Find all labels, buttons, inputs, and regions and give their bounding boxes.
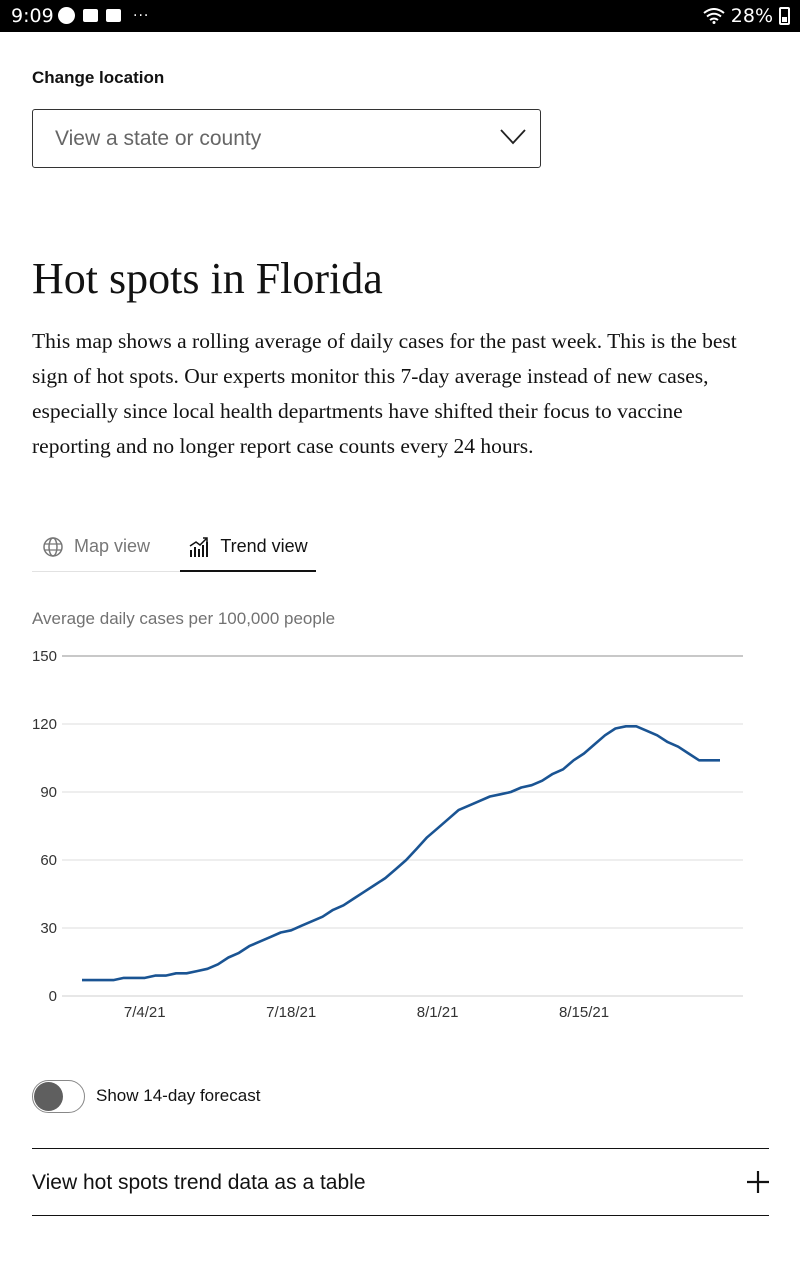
status-right: 28% (703, 5, 790, 27)
tab-trend-view-label: Trend view (220, 536, 308, 556)
tab-map-view-label: Map view (74, 536, 151, 556)
tab-trend-view[interactable]: Trend view (180, 522, 316, 571)
change-location-label: Change location (32, 68, 165, 87)
active-tab-indicator (180, 570, 316, 572)
globe-icon (43, 536, 63, 557)
forecast-toggle-knob (34, 1082, 63, 1111)
location-select-placeholder: View a state or county (55, 127, 262, 150)
intro-paragraph: This map shows a rolling average of dail… (32, 329, 737, 458)
battery-percentage: 28% (730, 5, 773, 27)
tabs-divider (32, 571, 182, 572)
tab-map-view[interactable]: Map view (42, 522, 150, 571)
status-bar: 9:09 ··· 28% (0, 0, 800, 32)
forecast-toggle-label: Show 14-day forecast (96, 1086, 261, 1105)
x-tick-label: 7/18/21 (266, 1004, 316, 1021)
x-tick-label: 7/4/21 (124, 1004, 166, 1021)
trend-chart: 0 30 60 90 120 150 7/4/21 7/18/21 8/1/21 8/15/21 (32, 648, 743, 1021)
y-tick-label: 30 (40, 920, 57, 937)
forecast-toggle[interactable] (32, 1080, 85, 1113)
notification-icons: ··· (58, 7, 149, 24)
x-tick-label: 8/1/21 (417, 1004, 459, 1021)
x-tick-label: 8/15/21 (559, 1004, 609, 1021)
y-tick-label: 60 (40, 852, 57, 869)
y-tick-label: 120 (32, 716, 57, 733)
book-notification-icon (83, 9, 98, 22)
trend-table-accordion-label: View hot spots trend data as a table (32, 1171, 366, 1194)
y-tick-label: 150 (32, 648, 57, 665)
chevron-down-icon (500, 129, 526, 145)
y-tick-label: 90 (40, 784, 57, 801)
battery-icon (779, 7, 790, 25)
image-notification-icon (106, 9, 121, 22)
trend-table-accordion[interactable]: View hot spots trend data as a table (32, 1148, 769, 1216)
more-notifications-indicator: ··· (133, 7, 150, 24)
view-tabs: Map view Trend view (32, 522, 322, 572)
wifi-icon (703, 8, 725, 24)
scissors-notification-icon (58, 7, 75, 24)
series-line (82, 725, 720, 982)
y-tick-label: 0 (49, 988, 57, 1005)
location-select[interactable]: View a state or county (32, 109, 541, 168)
page-title: Hot spots in Florida (32, 254, 383, 303)
plus-icon[interactable] (747, 1171, 769, 1193)
status-time: 9:09 (11, 5, 54, 27)
chart-title: Average daily cases per 100,000 people (32, 609, 336, 628)
trend-chart-icon (189, 536, 209, 557)
